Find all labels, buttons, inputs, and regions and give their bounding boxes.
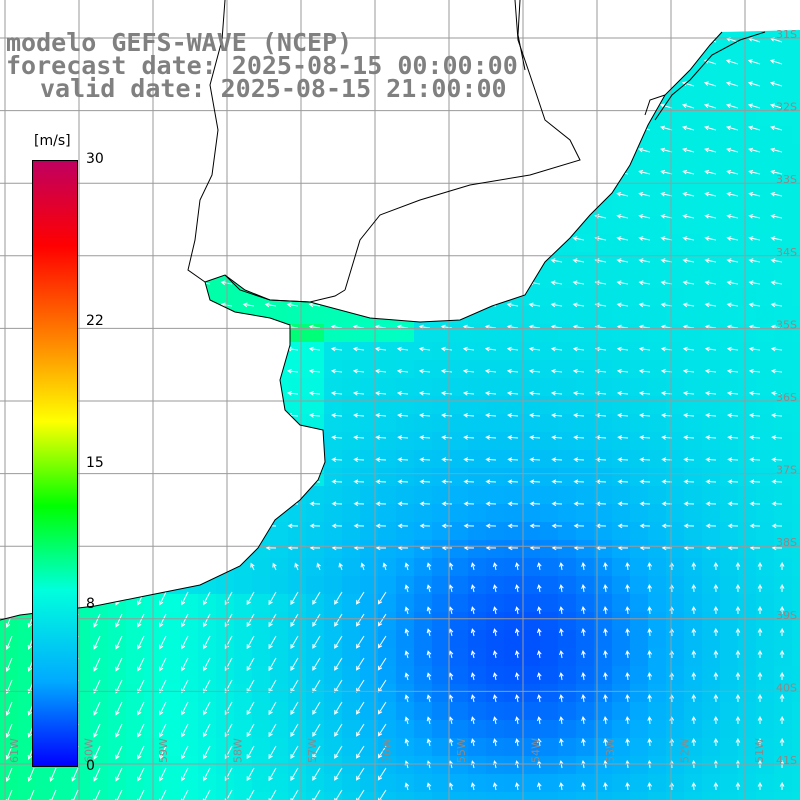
longitude-label: 60W [83, 738, 96, 763]
latitude-label: 40S [776, 681, 797, 694]
longitude-label: 61W [8, 738, 21, 763]
colorbar-tick: 22 [86, 312, 104, 329]
colorbar-tick: 0 [86, 758, 95, 774]
latitude-label: 35S [776, 318, 797, 331]
latitude-label: 36S [776, 391, 797, 404]
longitude-label: 56W [381, 738, 394, 763]
longitude-label: 53W [604, 738, 617, 763]
colorbar-tick: 8 [86, 596, 95, 613]
latitude-label: 34S [776, 246, 797, 259]
colorbar-tick: 15 [86, 454, 104, 471]
latitude-label: 32S [776, 101, 797, 114]
title-forecast-date: forecast date: 2025-08-15 00:00:00 [6, 51, 518, 80]
latitude-label: 39S [776, 609, 797, 622]
title-valid-date: valid date: 2025-08-15 21:00:00 [40, 74, 507, 103]
longitude-label: 55W [455, 738, 468, 763]
title-model: modelo GEFS-WAVE (NCEP) [6, 28, 353, 57]
colorbar [32, 160, 78, 767]
longitude-label: 51W [753, 738, 766, 763]
latitude-label: 38S [776, 536, 797, 549]
latitude-label: 31S [776, 28, 797, 41]
longitude-label: 52W [679, 738, 692, 763]
longitude-labels: 61W 60W 59W 58W 57W 56W 55W 54W 53W 52W 51W [8, 738, 766, 763]
colorbar-unit: [m/s] [34, 133, 71, 149]
coastline [0, 0, 766, 621]
latitude-label: 33S [776, 173, 797, 186]
longitude-label: 59W [157, 738, 170, 763]
latitude-labels: 31S 32S 33S 34S 35S 36S 37S 38S 39S 40S 41S [776, 28, 797, 767]
colorbar-tick: 30 [86, 151, 104, 167]
latitude-label: 41S [776, 754, 797, 767]
longitude-label: 54W [530, 738, 543, 763]
longitude-label: 57W [306, 738, 319, 763]
longitude-label: 58W [232, 738, 245, 763]
latitude-label: 37S [776, 464, 797, 477]
